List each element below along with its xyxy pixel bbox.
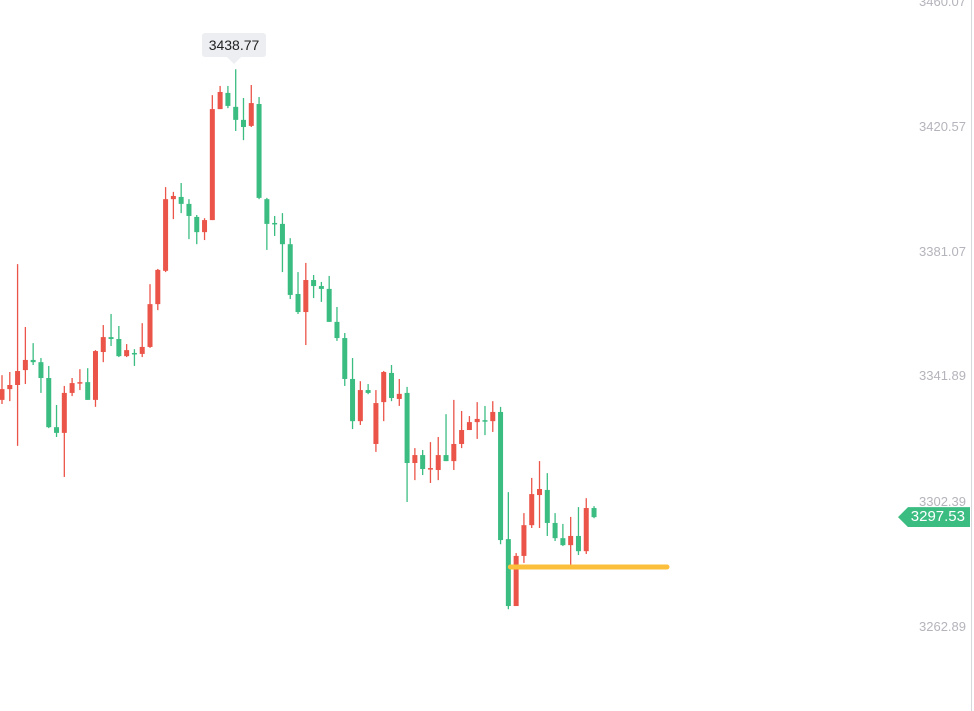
- candle-up[interactable]: [139, 346, 145, 354]
- candle-up[interactable]: [435, 455, 441, 470]
- candle-up[interactable]: [459, 430, 465, 444]
- candle-down[interactable]: [389, 372, 394, 398]
- candle-down[interactable]: [186, 203, 192, 216]
- candle-down[interactable]: [443, 455, 449, 462]
- candle-down[interactable]: [498, 411, 504, 541]
- candle-down[interactable]: [38, 362, 44, 379]
- candle-up[interactable]: [61, 392, 67, 433]
- candle-down[interactable]: [54, 427, 60, 433]
- candle-up[interactable]: [373, 403, 379, 444]
- price-axis-border: [971, 0, 972, 711]
- y-tick-label: 3381.07: [919, 244, 966, 260]
- candle-down[interactable]: [318, 286, 324, 289]
- candle-down[interactable]: [108, 337, 114, 340]
- candle-down[interactable]: [365, 390, 371, 393]
- candle-down[interactable]: [505, 539, 511, 607]
- candle-down[interactable]: [326, 288, 332, 322]
- candle-down[interactable]: [131, 352, 137, 355]
- last-price-tag: 3297.53: [898, 507, 970, 528]
- candle-up[interactable]: [217, 91, 223, 110]
- candle-down[interactable]: [350, 378, 356, 422]
- candle-up[interactable]: [202, 220, 208, 233]
- candle-down[interactable]: [575, 535, 581, 552]
- candle-down[interactable]: [482, 420, 488, 422]
- candle-up[interactable]: [474, 418, 480, 423]
- candle-up[interactable]: [568, 535, 574, 546]
- candle-down[interactable]: [30, 359, 36, 363]
- candle-up[interactable]: [163, 199, 169, 271]
- candle-down[interactable]: [178, 196, 184, 204]
- candle-down[interactable]: [404, 392, 410, 464]
- candle-up[interactable]: [490, 411, 496, 422]
- candle-down[interactable]: [295, 293, 301, 313]
- candle-down[interactable]: [233, 106, 239, 120]
- candle-up[interactable]: [451, 443, 457, 462]
- candle-up[interactable]: [396, 393, 402, 399]
- candle-down[interactable]: [256, 104, 262, 198]
- y-tick-label: 3460.07: [919, 0, 966, 9]
- candle-up[interactable]: [427, 468, 433, 470]
- candle-up[interactable]: [357, 390, 363, 422]
- candle-up[interactable]: [170, 195, 176, 200]
- y-tick-label: 3262.89: [919, 618, 966, 634]
- high-price-label: 3438.77: [208, 37, 260, 54]
- candle-up[interactable]: [69, 383, 75, 393]
- candle-up[interactable]: [303, 280, 309, 313]
- y-tick-label: 3341.89: [919, 368, 966, 384]
- candle-up[interactable]: [412, 455, 418, 464]
- candle-down[interactable]: [334, 321, 340, 339]
- candle-up[interactable]: [155, 269, 161, 305]
- candle-up[interactable]: [209, 109, 215, 221]
- candle-up[interactable]: [0, 389, 5, 400]
- candle-up[interactable]: [583, 508, 589, 552]
- candle-down[interactable]: [240, 119, 246, 128]
- candle-down[interactable]: [272, 222, 278, 225]
- candle-down[interactable]: [116, 339, 122, 357]
- candle-up[interactable]: [537, 489, 543, 496]
- candle-down[interactable]: [264, 199, 270, 224]
- candle-down[interactable]: [342, 338, 348, 379]
- candle-down[interactable]: [560, 538, 566, 546]
- candle-down[interactable]: [46, 378, 52, 428]
- candle-down[interactable]: [225, 92, 231, 106]
- candle-down[interactable]: [591, 508, 597, 518]
- candle-down[interactable]: [194, 216, 200, 233]
- candle-up[interactable]: [124, 350, 130, 357]
- candle-down[interactable]: [311, 280, 317, 287]
- candle-down[interactable]: [85, 382, 91, 400]
- candle-down[interactable]: [279, 223, 285, 245]
- candle-up[interactable]: [513, 555, 519, 607]
- candle-down[interactable]: [544, 489, 550, 523]
- candle-up[interactable]: [100, 337, 106, 353]
- candle-up[interactable]: [381, 371, 387, 403]
- candle-up[interactable]: [529, 494, 535, 526]
- candle-up[interactable]: [147, 304, 153, 347]
- candle-up[interactable]: [22, 359, 28, 371]
- y-tick-label: 3420.57: [919, 118, 966, 134]
- candle-down[interactable]: [552, 522, 558, 539]
- candle-up[interactable]: [92, 351, 98, 400]
- high-price-tooltip: 3438.77: [201, 33, 267, 65]
- candle-up[interactable]: [466, 422, 472, 431]
- candle-up[interactable]: [248, 103, 254, 126]
- candle-down[interactable]: [420, 455, 426, 470]
- candle-up[interactable]: [77, 382, 83, 384]
- candle-up[interactable]: [521, 525, 527, 556]
- last-price-label: 3297.53: [910, 508, 965, 526]
- y-tick-label: 3302.39: [919, 493, 966, 509]
- candle-up[interactable]: [15, 371, 21, 385]
- candle-down[interactable]: [287, 244, 293, 295]
- candle-up[interactable]: [7, 384, 13, 390]
